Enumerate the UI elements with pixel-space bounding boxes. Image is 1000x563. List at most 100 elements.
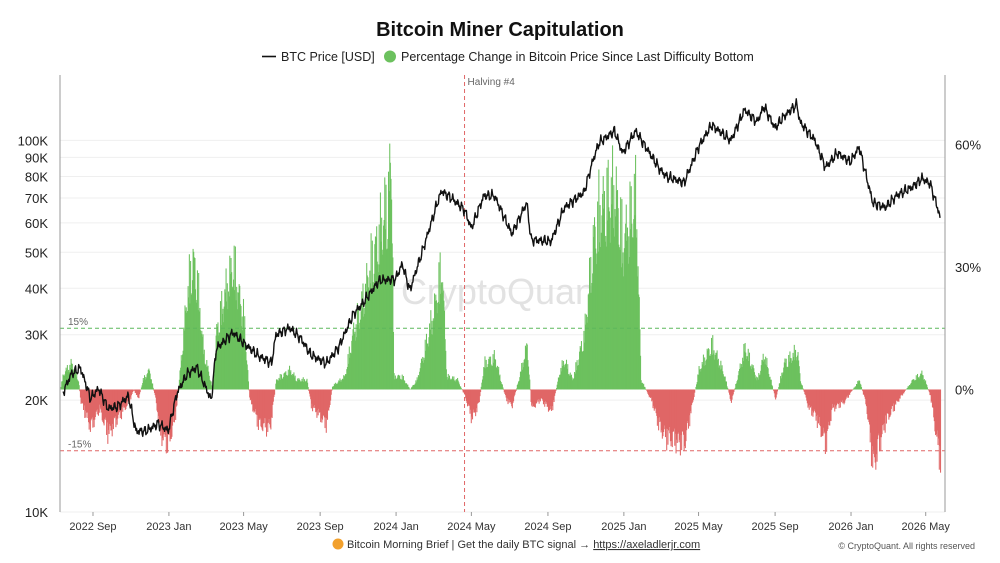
pct-bar-negative [774, 389, 776, 398]
pct-bar-negative [865, 389, 867, 405]
pct-bar-positive [576, 360, 578, 390]
pct-bar-positive [584, 313, 586, 390]
pct-bar-negative [647, 389, 649, 394]
pct-bar-negative [851, 389, 853, 392]
pct-bar-positive [200, 333, 202, 390]
pct-bar-positive [526, 343, 528, 390]
pct-bar-negative [80, 389, 82, 404]
pct-bar-positive [456, 380, 458, 390]
pct-bar-negative [870, 389, 872, 467]
pct-bar-positive [72, 368, 74, 390]
pct-bar-positive [396, 378, 398, 390]
pct-bar-negative [256, 389, 258, 427]
pct-bar-negative [504, 389, 507, 396]
pct-bar-positive [598, 242, 601, 390]
legend-label-btc-price[interactable]: BTC Price [USD] [281, 50, 375, 64]
pct-bar-positive [198, 273, 200, 390]
pct-bar-negative [664, 389, 666, 438]
pct-bar-positive [498, 366, 500, 390]
pct-bar-negative [462, 389, 464, 391]
pct-bar-positive [594, 226, 596, 390]
pct-bar-positive [486, 367, 488, 390]
left-tick-label: 50K [25, 245, 48, 260]
pct-bar-positive [142, 377, 144, 390]
pct-bar-negative [511, 389, 513, 407]
pct-bar-positive [566, 368, 568, 390]
pct-bar-positive [605, 235, 607, 390]
pct-bar-negative [884, 389, 886, 424]
pct-bar-negative [97, 389, 100, 416]
pct-bar-negative [546, 389, 548, 407]
pct-bar-positive [497, 369, 499, 390]
pct-bar-negative [898, 389, 900, 399]
pct-bar-positive [431, 320, 433, 390]
pct-bar-negative [803, 389, 805, 392]
footer-link[interactable]: https://axeladlerjr.com [593, 539, 700, 551]
pct-bar-negative [508, 389, 510, 403]
pct-bar-negative [850, 389, 852, 392]
pct-bar-negative [472, 389, 474, 420]
pct-bar-positive [740, 364, 742, 390]
pct-bar-positive [791, 362, 793, 390]
pct-bar-positive [709, 355, 711, 390]
pct-bar-positive [147, 373, 149, 390]
pct-bar-positive [440, 282, 442, 390]
pct-bar-negative [249, 389, 251, 401]
pct-bar-negative [534, 389, 536, 407]
pct-bar-positive [520, 371, 522, 390]
pct-bar-positive [305, 380, 307, 390]
pct-bar-positive [499, 374, 501, 390]
pct-bar-negative [679, 389, 681, 440]
pct-bar-positive [406, 383, 408, 390]
pct-bar-positive [335, 383, 337, 390]
pct-bar-negative [672, 389, 674, 432]
pct-bar-positive [714, 359, 716, 390]
pct-bar-negative [901, 389, 903, 395]
pct-bar-positive [295, 381, 297, 390]
pct-bar-positive [141, 385, 143, 390]
pct-bar-positive [607, 220, 609, 390]
pct-bar-negative [99, 389, 101, 408]
pct-bar-negative [931, 389, 933, 408]
pct-bar-positive [568, 374, 570, 390]
pct-bar-positive [233, 245, 235, 390]
pct-bar-positive [762, 353, 764, 390]
pct-bar-positive [614, 209, 616, 390]
pct-bar-positive [724, 376, 726, 390]
pct-bar-positive [484, 356, 486, 390]
pct-bar-positive [73, 372, 75, 390]
pct-bar-negative [809, 389, 811, 408]
pct-bar-positive [765, 356, 767, 390]
x-tick-label: 2023 Sep [297, 521, 344, 533]
pct-bar-positive [236, 309, 238, 390]
pct-bar-positive [725, 381, 727, 390]
legend-label-pct-change[interactable]: Percentage Change in Bitcoin Price Since… [401, 50, 754, 64]
pct-bar-positive [297, 380, 299, 390]
pct-bar-positive [450, 379, 452, 390]
pct-bar-negative [938, 389, 940, 470]
pct-bar-positive [911, 380, 913, 390]
pct-bar-negative [478, 389, 480, 403]
pct-bar-negative [656, 389, 658, 426]
pct-bar-positive [347, 354, 349, 390]
pct-bar-positive [739, 369, 741, 390]
pct-bar-negative [829, 389, 831, 426]
pct-bar-positive [145, 378, 147, 390]
pct-bar-negative [161, 389, 163, 447]
pct-bar-positive [778, 383, 780, 390]
pct-bar-positive [407, 384, 409, 390]
pct-bar-negative [470, 389, 472, 410]
pct-bar-positive [275, 379, 278, 390]
pct-bar-positive [599, 205, 601, 390]
pct-bar-positive [444, 310, 446, 390]
pct-bar-negative [541, 389, 543, 399]
pct-bar-positive [761, 359, 763, 390]
pct-bar-positive [294, 377, 296, 390]
pct-bar-negative [112, 389, 114, 424]
pct-bar-positive [789, 351, 791, 390]
pct-bar-positive [521, 369, 523, 390]
pct-bar-negative [826, 389, 828, 452]
pct-bar-positive [201, 330, 203, 390]
pct-bar-positive [860, 387, 863, 390]
pct-bar-negative [537, 389, 540, 400]
